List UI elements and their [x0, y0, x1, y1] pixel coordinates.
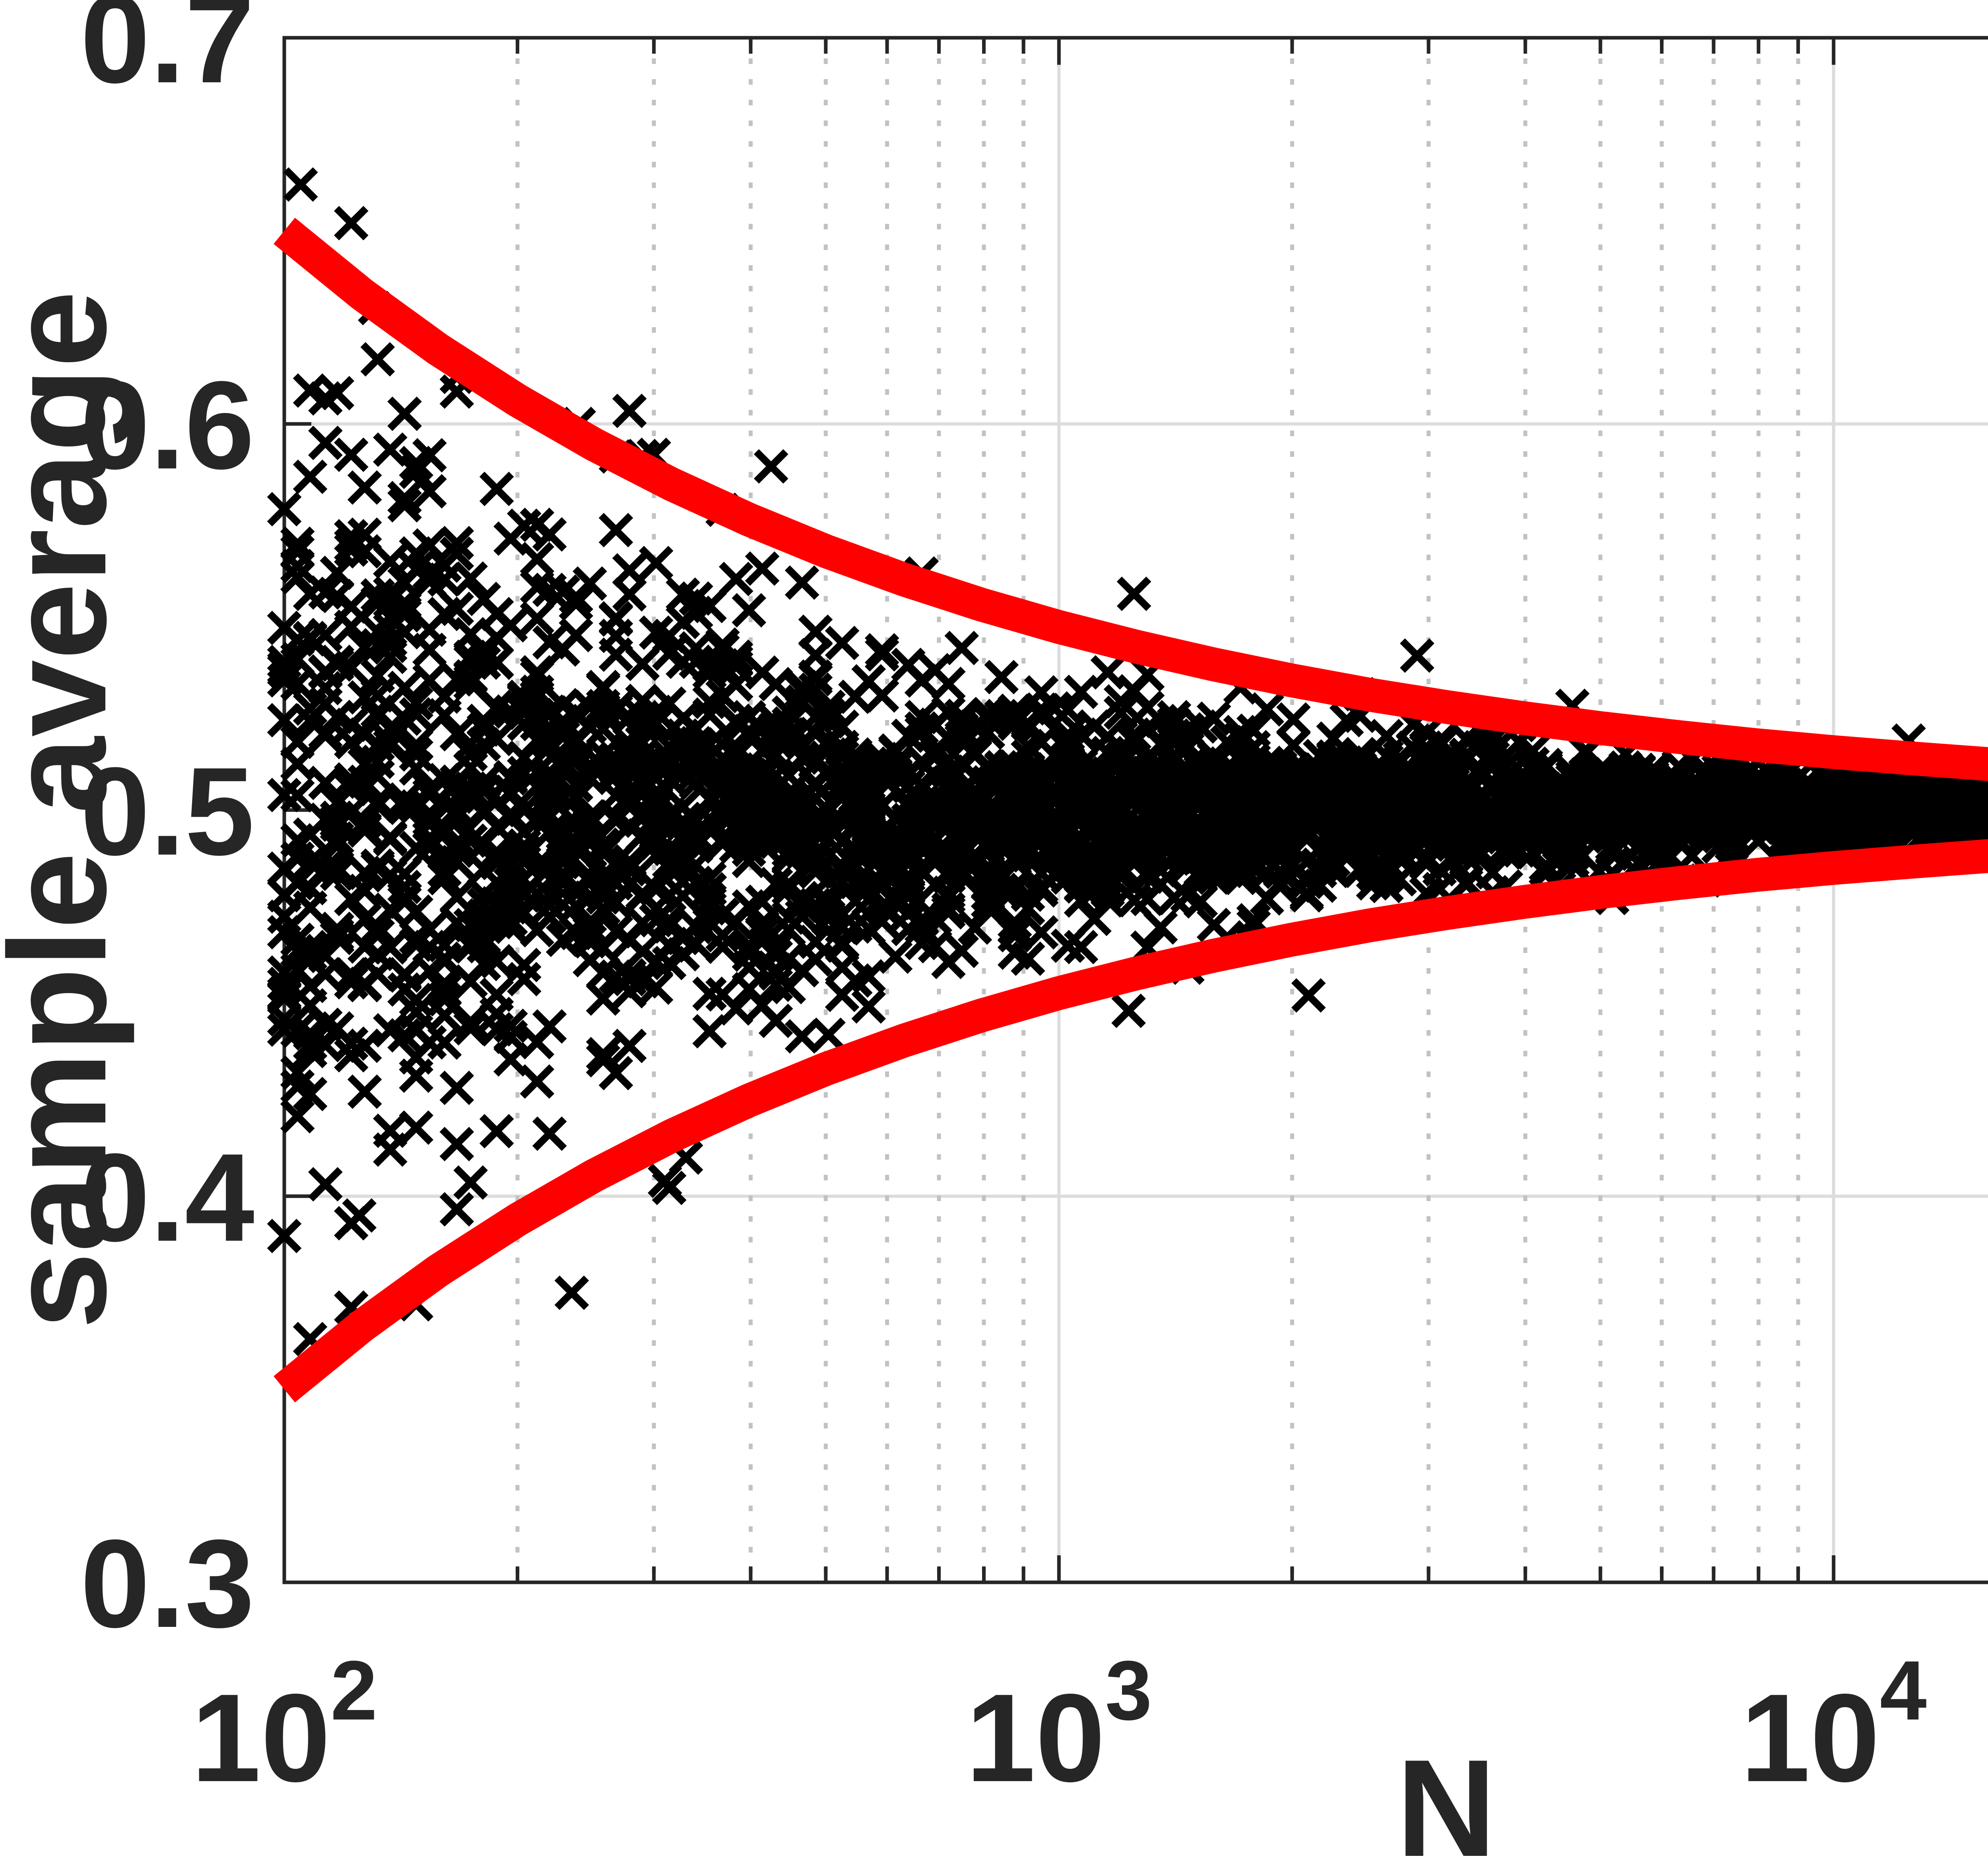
- x-tick-labels: 102 103 104 105: [191, 1643, 1927, 1808]
- x-tick-label-1e3: 103: [966, 1643, 1152, 1808]
- x-tick-label-1e4: 104: [1741, 1643, 1927, 1808]
- y-tick-label-0-3: 0.3: [80, 1514, 254, 1654]
- y-tick-label-0-6: 0.6: [80, 355, 254, 495]
- scatter-points: [267, 167, 1988, 1357]
- x-tick-base: 10: [966, 1668, 1105, 1808]
- envelope-curves: [274, 217, 1988, 1403]
- x-axis-label: N: [1396, 1731, 1496, 1867]
- lower-bound-curve: [274, 839, 1988, 1403]
- minor-gridlines: [515, 38, 1800, 1582]
- y-tick-label-0-5: 0.5: [80, 741, 254, 881]
- y-tick-labels: 0.3 0.4 0.5 0.6 0.7: [80, 0, 255, 1654]
- x-tick-base: 10: [1741, 1668, 1880, 1808]
- tick-marks: [282, 36, 1836, 1584]
- scatter-series: [267, 167, 1988, 1357]
- upper-bound-curve: [274, 217, 1988, 781]
- x-tick-exponent: 3: [1105, 1643, 1152, 1737]
- x-tick-label-1e2: 102: [191, 1643, 377, 1808]
- x-tick-exponent: 4: [1880, 1643, 1927, 1737]
- y-tick-label-0-7: 0.7: [80, 0, 254, 109]
- x-tick-base: 10: [191, 1668, 330, 1808]
- x-tick-exponent: 2: [330, 1643, 377, 1737]
- y-tick-label-0-4: 0.4: [80, 1128, 255, 1267]
- y-axis-label: sample average: [0, 291, 136, 1329]
